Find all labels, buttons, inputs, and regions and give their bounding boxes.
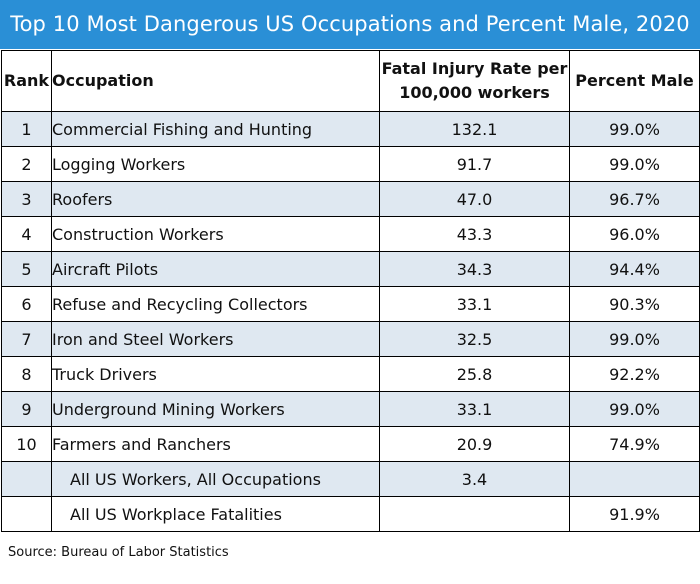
percent-male-cell: 90.3% [569, 286, 700, 322]
totals-rate [379, 496, 570, 532]
totals-percent-male [569, 461, 700, 497]
rank-cell: 9 [1, 391, 52, 427]
occupation-cell: Construction Workers [51, 216, 380, 252]
percent-male-cell: 99.0% [569, 111, 700, 147]
rate-cell: 132.1 [379, 111, 570, 147]
totals-percent-male: 91.9% [569, 496, 700, 532]
occupation-cell: Commercial Fishing and Hunting [51, 111, 380, 147]
occupation-cell: Logging Workers [51, 146, 380, 182]
rate-cell: 33.1 [379, 286, 570, 322]
occupation-cell: Underground Mining Workers [51, 391, 380, 427]
rank-cell: 1 [1, 111, 52, 147]
header-row: Rank Occupation Fatal Injury Rate per 10… [1, 50, 700, 112]
rate-cell: 47.0 [379, 181, 570, 217]
rank-cell: 7 [1, 321, 52, 357]
percent-male-cell: 96.7% [569, 181, 700, 217]
table-row: 7 Iron and Steel Workers 32.5 99.0% [1, 321, 700, 357]
header-occupation: Occupation [51, 50, 380, 112]
rank-cell: 2 [1, 146, 52, 182]
rate-cell: 20.9 [379, 426, 570, 462]
source-note: Source: Bureau of Labor Statistics [8, 545, 229, 560]
percent-male-cell: 99.0% [569, 321, 700, 357]
table-row: 10 Farmers and Ranchers 20.9 74.9% [1, 426, 700, 462]
totals-rank-cell [1, 496, 52, 532]
table-title: Top 10 Most Dangerous US Occupations and… [0, 0, 700, 49]
rate-cell: 32.5 [379, 321, 570, 357]
table-row: 3 Roofers 47.0 96.7% [1, 181, 700, 217]
rate-cell: 91.7 [379, 146, 570, 182]
percent-male-cell: 92.2% [569, 356, 700, 392]
percent-male-cell: 94.4% [569, 251, 700, 287]
occupation-cell: Roofers [51, 181, 380, 217]
table-row: 6 Refuse and Recycling Collectors 33.1 90.3… [1, 286, 700, 322]
rank-cell: 6 [1, 286, 52, 322]
occupation-cell: Iron and Steel Workers [51, 321, 380, 357]
header-rank: Rank [1, 50, 52, 112]
rank-cell: 3 [1, 181, 52, 217]
header-rate-line2: 100,000 workers [399, 83, 550, 102]
rank-cell: 5 [1, 251, 52, 287]
rate-cell: 43.3 [379, 216, 570, 252]
totals-label: All US Workers, All Occupations [51, 461, 380, 497]
rank-cell: 4 [1, 216, 52, 252]
rate-cell: 34.3 [379, 251, 570, 287]
rank-cell: 8 [1, 356, 52, 392]
rank-cell: 10 [1, 426, 52, 462]
occupations-table: Rank Occupation Fatal Injury Rate per 10… [1, 50, 700, 532]
table-row: 8 Truck Drivers 25.8 92.2% [1, 356, 700, 392]
occupation-cell: Aircraft Pilots [51, 251, 380, 287]
table-row: 9 Underground Mining Workers 33.1 99.0% [1, 391, 700, 427]
rate-cell: 25.8 [379, 356, 570, 392]
percent-male-cell: 96.0% [569, 216, 700, 252]
table-row: 5 Aircraft Pilots 34.3 94.4% [1, 251, 700, 287]
totals-rank-cell [1, 461, 52, 497]
percent-male-cell: 99.0% [569, 146, 700, 182]
table-body: 1 Commercial Fishing and Hunting 132.1 99.0… [1, 111, 700, 462]
occupation-cell: Refuse and Recycling Collectors [51, 286, 380, 322]
table-row: 1 Commercial Fishing and Hunting 132.1 99.0… [1, 111, 700, 147]
header-rate-line1: Fatal Injury Rate per [381, 59, 568, 78]
percent-male-cell: 99.0% [569, 391, 700, 427]
occupation-cell: Farmers and Ranchers [51, 426, 380, 462]
percent-male-cell: 74.9% [569, 426, 700, 462]
totals-row-all-workers: All US Workers, All Occupations 3.4 [1, 461, 700, 497]
occupation-cell: Truck Drivers [51, 356, 380, 392]
rate-cell: 33.1 [379, 391, 570, 427]
table-row: 4 Construction Workers 43.3 96.0% [1, 216, 700, 252]
table-row: 2 Logging Workers 91.7 99.0% [1, 146, 700, 182]
totals-rate: 3.4 [379, 461, 570, 497]
totals-label: All US Workplace Fatalities [51, 496, 380, 532]
header-fatal-injury-rate: Fatal Injury Rate per 100,000 workers [379, 50, 570, 112]
header-percent-male: Percent Male [569, 50, 700, 112]
totals-row-all-fatalities: All US Workplace Fatalities 91.9% [1, 496, 700, 532]
